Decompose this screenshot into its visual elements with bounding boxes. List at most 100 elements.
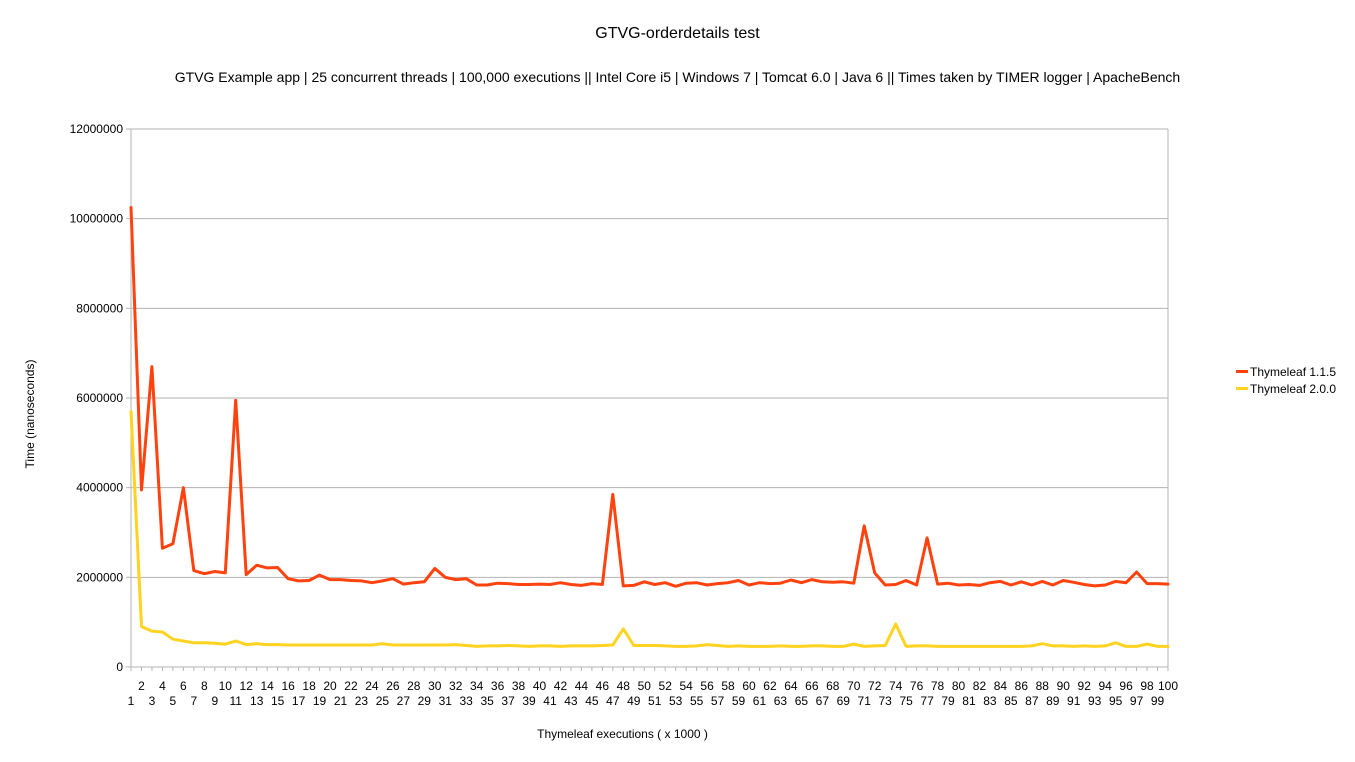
x-tick-label: 19 xyxy=(313,694,327,708)
legend-swatch-series-1 xyxy=(1236,370,1248,373)
x-tick-label: 83 xyxy=(983,694,997,708)
x-tick-label: 7 xyxy=(191,694,198,708)
x-tick-label: 77 xyxy=(920,694,934,708)
chart-subtitle: GTVG Example app | 25 concurrent threads… xyxy=(174,69,1181,85)
x-tick-label: 53 xyxy=(669,694,683,708)
x-tick-label: 10 xyxy=(219,679,233,693)
x-tick-label: 48 xyxy=(617,679,631,693)
legend-swatch-series-2 xyxy=(1236,387,1248,390)
x-tick-label: 12 xyxy=(240,679,254,693)
x-tick-label: 63 xyxy=(774,694,788,708)
legend: Thymeleaf 1.1.5 Thymeleaf 2.0.0 xyxy=(1236,363,1336,397)
x-tick-label: 34 xyxy=(470,679,484,693)
x-tick-label: 88 xyxy=(1036,679,1050,693)
x-tick-label: 43 xyxy=(564,694,578,708)
x-tick-label: 4 xyxy=(159,679,166,693)
x-tick-label: 31 xyxy=(439,694,453,708)
legend-item-series-2: Thymeleaf 2.0.0 xyxy=(1236,380,1336,397)
x-tick-label: 45 xyxy=(585,694,599,708)
x-tick-label: 25 xyxy=(376,694,390,708)
x-tick-label: 70 xyxy=(847,679,861,693)
x-tick-label: 100 xyxy=(1158,679,1178,693)
x-tick-label: 11 xyxy=(230,694,243,708)
x-tick-label: 51 xyxy=(648,694,662,708)
x-tick-label: 17 xyxy=(292,694,306,708)
y-axis-label: Time (nanoseconds) xyxy=(23,359,37,469)
x-tick-label: 96 xyxy=(1119,679,1133,693)
series-lines xyxy=(129,206,1170,648)
x-tick-label: 27 xyxy=(397,694,411,708)
x-tick-label: 55 xyxy=(690,694,704,708)
x-tick-label: 44 xyxy=(575,679,589,693)
x-tick-label: 26 xyxy=(386,679,400,693)
x-tick-label: 52 xyxy=(659,679,673,693)
x-tick-label: 87 xyxy=(1025,694,1039,708)
x-tick-label: 94 xyxy=(1098,679,1112,693)
x-tick-label: 8 xyxy=(201,679,208,693)
gridlines xyxy=(131,128,1168,578)
x-tick-label: 46 xyxy=(596,679,610,693)
x-tick-label: 66 xyxy=(805,679,819,693)
x-tick-label: 84 xyxy=(994,679,1008,693)
x-tick-label: 65 xyxy=(795,694,809,708)
x-tick-label: 50 xyxy=(638,679,652,693)
y-tick-label: 12000000 xyxy=(70,122,124,136)
x-tick-label: 92 xyxy=(1078,679,1092,693)
y-tick-label: 4000000 xyxy=(76,481,123,495)
x-tick-label: 91 xyxy=(1067,694,1081,708)
legend-item-series-1: Thymeleaf 1.1.5 xyxy=(1236,363,1336,380)
y-tick-label: 8000000 xyxy=(76,301,123,315)
x-tick-label: 5 xyxy=(170,694,177,708)
x-tick-label: 67 xyxy=(816,694,830,708)
x-tick-label: 62 xyxy=(763,679,777,693)
series-line-2 xyxy=(129,410,1170,648)
x-tick-label: 64 xyxy=(784,679,798,693)
x-tick-label: 78 xyxy=(931,679,945,693)
x-tick-label: 35 xyxy=(480,694,494,708)
x-tick-labels: 1234567891011121314151617181920212223242… xyxy=(128,679,1179,708)
series-line-1 xyxy=(129,206,1170,588)
x-tick-label: 72 xyxy=(868,679,882,693)
x-tick-label: 73 xyxy=(879,694,893,708)
x-tick-label: 85 xyxy=(1004,694,1018,708)
x-tick-label: 81 xyxy=(962,694,976,708)
x-tick-label: 68 xyxy=(826,679,840,693)
x-tick-label: 1 xyxy=(128,694,135,708)
x-tick-label: 18 xyxy=(302,679,316,693)
y-tick-labels: 0 2000000 4000000 6000000 8000000 10000000 120… xyxy=(70,122,124,674)
x-tick-label: 28 xyxy=(407,679,421,693)
x-tick-label: 3 xyxy=(149,694,156,708)
x-tick-label: 40 xyxy=(533,679,547,693)
x-axis-label: Thymeleaf executions ( x 1000 ) xyxy=(537,727,708,741)
x-tick-label: 21 xyxy=(334,694,348,708)
x-tick-label: 74 xyxy=(889,679,903,693)
x-tick-label: 23 xyxy=(355,694,369,708)
x-tick-label: 41 xyxy=(543,694,557,708)
x-tick-label: 15 xyxy=(271,694,285,708)
x-tick-label: 32 xyxy=(449,679,463,693)
x-tick-label: 69 xyxy=(837,694,851,708)
x-tick-label: 89 xyxy=(1046,694,1060,708)
x-tick-label: 56 xyxy=(700,679,714,693)
x-tick-label: 80 xyxy=(952,679,966,693)
legend-label-series-1: Thymeleaf 1.1.5 xyxy=(1250,364,1337,379)
x-tick-label: 2 xyxy=(138,679,145,693)
x-tick-label: 99 xyxy=(1151,694,1165,708)
x-tick-label: 14 xyxy=(260,679,274,693)
x-tick-label: 30 xyxy=(428,679,442,693)
x-tick-label: 39 xyxy=(522,694,536,708)
y-tick-label: 0 xyxy=(116,660,123,674)
y-tick-label: 10000000 xyxy=(70,212,124,226)
x-tick-label: 93 xyxy=(1088,694,1102,708)
x-tick-label: 90 xyxy=(1057,679,1071,693)
x-tick-label: 37 xyxy=(501,694,515,708)
x-tick-label: 38 xyxy=(512,679,526,693)
x-tick-label: 42 xyxy=(554,679,568,693)
x-tick-label: 36 xyxy=(491,679,505,693)
x-tick-label: 24 xyxy=(365,679,379,693)
x-tick-label: 82 xyxy=(973,679,987,693)
x-tick-label: 49 xyxy=(627,694,641,708)
x-tick-label: 58 xyxy=(721,679,735,693)
x-tick-label: 47 xyxy=(606,694,620,708)
x-tick-label: 33 xyxy=(460,694,474,708)
